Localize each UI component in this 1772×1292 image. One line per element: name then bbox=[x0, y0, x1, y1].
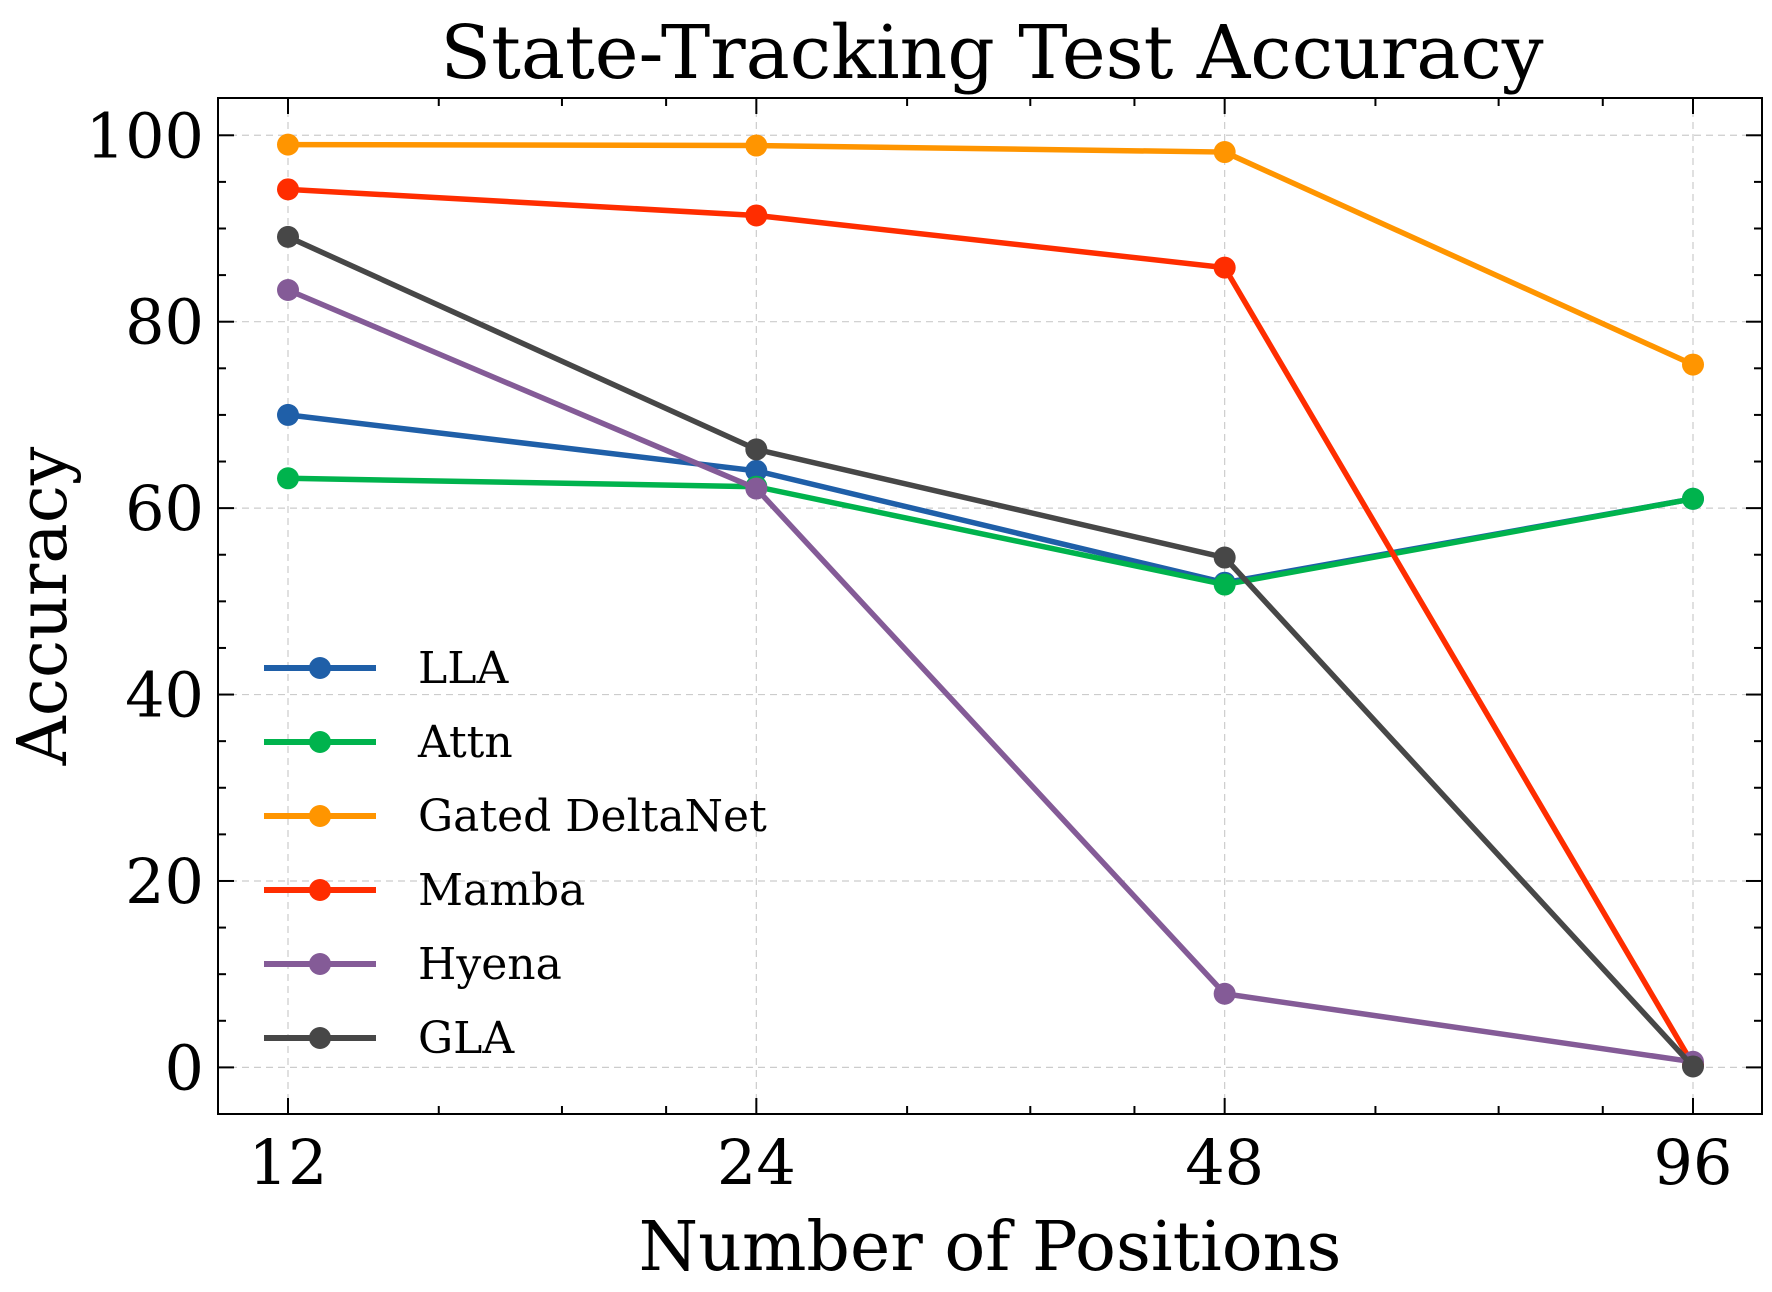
legend-label-attn: Attn bbox=[417, 717, 513, 768]
legend-item-gla: GLA bbox=[264, 1013, 515, 1064]
legend: LLA Attn Gated DeltaNet Mamba Hyena GLA bbox=[264, 643, 767, 1064]
series-line-mamba bbox=[287, 186, 1696, 1066]
axis-ticks: 0 20 40 60 80 100 12 24 48 96 bbox=[86, 98, 1762, 1199]
data-point-attn bbox=[277, 467, 299, 490]
series-line-hyena bbox=[286, 287, 1694, 1065]
data-point-gla bbox=[1213, 546, 1236, 569]
y-tick-label: 60 bbox=[125, 472, 204, 545]
y-tick-label: 0 bbox=[165, 1031, 204, 1104]
legend-marker-lla bbox=[309, 657, 331, 679]
y-tick-label: 80 bbox=[125, 286, 204, 359]
series-lla bbox=[277, 403, 1704, 594]
legend-label-gla: GLA bbox=[418, 1013, 515, 1064]
legend-item-attn: Attn bbox=[264, 717, 513, 768]
legend-marker-mamba bbox=[309, 879, 331, 901]
data-point-hyena bbox=[1213, 982, 1236, 1005]
legend-item-hyena: Hyena bbox=[264, 939, 562, 990]
data-point-gated-deltanet bbox=[277, 133, 299, 156]
x-tick-label: 96 bbox=[1654, 1126, 1733, 1199]
y-tick-label: 40 bbox=[125, 659, 204, 732]
data-point-hyena bbox=[277, 279, 299, 302]
legend-marker-hyena bbox=[309, 953, 331, 975]
x-tick-label: 12 bbox=[249, 1126, 328, 1199]
chart-title: State-Tracking Test Accuracy bbox=[440, 10, 1543, 96]
legend-marker-attn bbox=[309, 731, 331, 753]
data-point-hyena bbox=[745, 477, 768, 500]
x-tick-label: 24 bbox=[717, 1126, 796, 1199]
legend-item-lla: LLA bbox=[264, 643, 509, 694]
series-line-attn bbox=[287, 475, 1694, 588]
x-tick-label: 48 bbox=[1185, 1126, 1264, 1199]
data-point-gla bbox=[277, 225, 299, 248]
series-line-lla bbox=[287, 412, 1694, 586]
data-point-attn bbox=[1682, 487, 1704, 510]
legend-label-lla: LLA bbox=[418, 643, 509, 694]
data-point-gated-deltanet bbox=[1682, 353, 1704, 376]
data-point-lla bbox=[277, 403, 299, 426]
data-point-mamba bbox=[745, 204, 768, 227]
y-axis-label: Accuracy bbox=[4, 446, 83, 766]
plot-frame bbox=[217, 97, 1763, 1115]
legend-marker-gated-deltanet bbox=[309, 805, 331, 827]
legend-label-hyena: Hyena bbox=[418, 939, 562, 990]
legend-item-gated-deltanet: Gated DeltaNet bbox=[264, 791, 767, 842]
data-point-gla bbox=[745, 438, 768, 461]
legend-label-gated-deltanet: Gated DeltaNet bbox=[418, 791, 767, 842]
data-point-gated-deltanet bbox=[1213, 141, 1236, 164]
series-attn bbox=[277, 467, 1704, 596]
data-point-gla bbox=[1682, 1055, 1704, 1078]
series-line-gla bbox=[286, 234, 1696, 1069]
series-gla bbox=[277, 225, 1704, 1078]
y-tick-label: 100 bbox=[86, 99, 204, 172]
data-point-gated-deltanet bbox=[745, 134, 768, 157]
y-tick-label: 20 bbox=[125, 845, 204, 918]
series-layer bbox=[277, 133, 1704, 1078]
legend-item-mamba: Mamba bbox=[264, 865, 585, 916]
data-point-mamba bbox=[1213, 256, 1236, 279]
data-point-mamba bbox=[277, 178, 299, 201]
x-axis-label: Number of Positions bbox=[639, 1208, 1342, 1287]
legend-label-mamba: Mamba bbox=[418, 865, 585, 916]
data-point-attn bbox=[1213, 573, 1236, 596]
series-gated-deltanet bbox=[277, 133, 1704, 376]
series-line-gated-deltanet bbox=[287, 141, 1695, 368]
legend-marker-gla bbox=[309, 1027, 331, 1049]
data-point-lla bbox=[745, 459, 768, 482]
